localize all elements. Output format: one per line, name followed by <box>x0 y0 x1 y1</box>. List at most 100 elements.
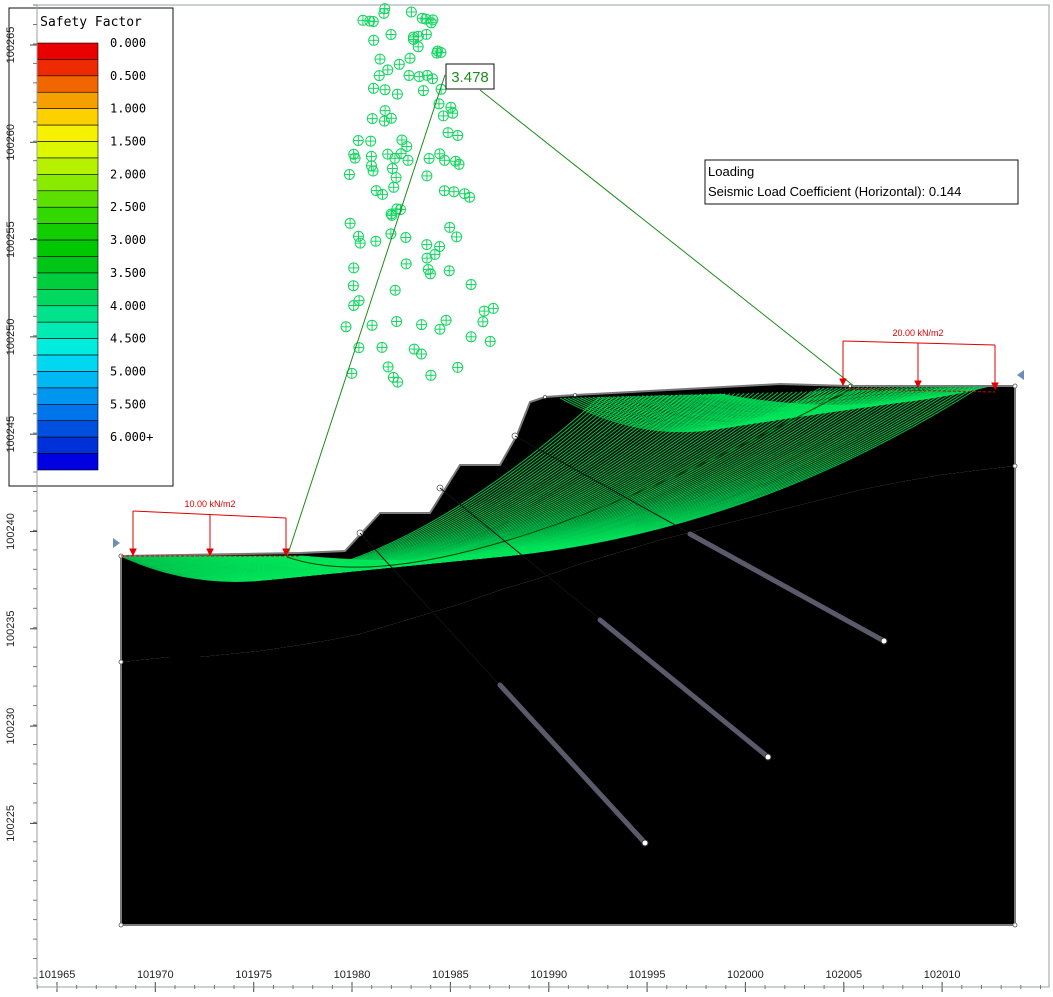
critical-fs-callout[interactable]: 3.478 <box>445 63 495 90</box>
slip-surface <box>300 386 981 562</box>
loading-info-box[interactable]: Loading Seismic Load Coefficient (Horizo… <box>704 159 1019 205</box>
legend-label: 5.000 <box>110 365 146 379</box>
y-tick-label: 100250 <box>5 319 17 356</box>
y-tick-label: 100240 <box>5 513 17 550</box>
legend-swatch <box>36 453 99 471</box>
legend-swatch <box>36 206 99 224</box>
y-tick-label: 100265 <box>5 27 17 64</box>
y-tick-label: 100260 <box>5 124 17 161</box>
x-tick-label: 101980 <box>334 969 371 981</box>
critical-slip-surface[interactable] <box>286 386 856 568</box>
slip-surface <box>148 395 659 579</box>
legend-swatch <box>36 59 99 77</box>
legend-swatch <box>36 404 99 422</box>
anchor-2-end <box>764 753 772 761</box>
y-tick-label: 100245 <box>5 416 17 453</box>
slip-surface <box>141 395 644 580</box>
y-tick-label: 100235 <box>5 610 17 647</box>
distributed-load-left[interactable]: 10.00 kN/m2 <box>121 499 300 557</box>
slip-surface <box>152 394 668 578</box>
slip-surface <box>699 385 969 410</box>
legend-swatch <box>36 305 99 323</box>
legend-swatch <box>36 272 99 290</box>
legend-label: 4.500 <box>110 332 146 346</box>
legend-swatch <box>36 338 99 356</box>
external-boundary[interactable] <box>120 382 1016 926</box>
legend-swatch <box>36 354 99 372</box>
slip-surface <box>711 385 982 408</box>
load-left-label: 10.00 kN/m2 <box>184 499 235 509</box>
legend-label: 2.500 <box>110 200 146 214</box>
x-tick-label: 102000 <box>727 969 764 981</box>
legend-label: 1.500 <box>110 135 146 149</box>
legend-swatch <box>36 108 99 126</box>
slip-surface <box>674 386 943 414</box>
y-tick-label: 100230 <box>5 708 17 745</box>
x-tick-label: 101995 <box>629 969 666 981</box>
left-restraint-icon <box>113 538 120 548</box>
legend-swatch <box>36 420 99 438</box>
critical-radius-line-right <box>479 89 856 388</box>
legend-swatches <box>36 42 99 471</box>
legend-swatch <box>36 223 99 241</box>
legend-label: 2.000 <box>110 167 146 181</box>
legend-label: 1.000 <box>110 102 146 116</box>
safety-factor-legend[interactable]: Safety Factor 0.000 0.500 1.000 1.500 2.000 2… <box>8 7 174 487</box>
anchor-2-bond-length[interactable] <box>597 617 771 760</box>
slip-center-grid <box>340 3 499 388</box>
legend-swatch <box>36 157 99 175</box>
legend-label: 0.500 <box>110 69 146 83</box>
lower-soil-layer[interactable] <box>121 466 1015 925</box>
legend-swatch <box>36 256 99 274</box>
slip-surface <box>703 385 973 409</box>
slip-surface <box>719 385 991 406</box>
anchor-3-bond-length[interactable] <box>687 531 887 644</box>
x-tick-label: 101985 <box>432 969 469 981</box>
legend-label: 3.500 <box>110 266 146 280</box>
legend-label: 3.000 <box>110 233 146 247</box>
legend-swatch <box>36 436 99 454</box>
slip-surfaces <box>120 385 991 582</box>
legend-label: 5.500 <box>110 397 146 411</box>
anchor-1-end <box>641 839 649 847</box>
distributed-load-right[interactable]: 20.00 kN/m2 <box>839 328 999 393</box>
legend-swatch <box>36 91 99 109</box>
x-tick-label: 102005 <box>825 969 862 981</box>
legend-swatch <box>36 141 99 159</box>
legend-label: 4.000 <box>110 299 146 313</box>
legend-swatch <box>36 190 99 208</box>
x-tick-label: 102010 <box>924 969 961 981</box>
critical-radius-line-left <box>286 74 446 558</box>
slip-surface <box>658 386 925 416</box>
loading-title: Loading <box>708 164 754 179</box>
legend-title: Safety Factor <box>40 15 142 30</box>
legend-swatch <box>36 124 99 142</box>
x-tick-label: 101990 <box>530 969 567 981</box>
slip-surface <box>143 395 649 579</box>
legend-swatch <box>36 289 99 307</box>
right-restraint-icon <box>1017 370 1024 380</box>
legend-labels: 0.000 0.500 1.000 1.500 2.000 2.500 3.000 3.500… <box>110 36 153 444</box>
legend-swatch <box>36 42 99 60</box>
support-anchors[interactable] <box>359 435 888 847</box>
critical-fs-value: 3.478 <box>451 69 489 86</box>
x-tick-label: 101965 <box>39 969 76 981</box>
anchor-3-end <box>880 637 888 645</box>
x-tick-label: 101975 <box>235 969 272 981</box>
seismic-coefficient-text: Seismic Load Coefficient (Horizontal): 0… <box>708 184 961 199</box>
legend-label: 0.000 <box>110 36 146 50</box>
slip-surface <box>139 395 639 580</box>
legend-swatch <box>36 371 99 389</box>
legend-swatch <box>36 174 99 192</box>
x-tick-label: 101970 <box>137 969 174 981</box>
legend-swatch <box>36 239 99 257</box>
legend-swatch <box>36 75 99 93</box>
legend-label: 6.000+ <box>110 430 153 444</box>
anchor-1-bond-length[interactable] <box>497 682 648 846</box>
slip-surface <box>691 385 960 411</box>
legend-swatch <box>36 387 99 405</box>
y-tick-label: 100255 <box>5 221 17 258</box>
load-right-label: 20.00 kN/m2 <box>892 328 943 338</box>
